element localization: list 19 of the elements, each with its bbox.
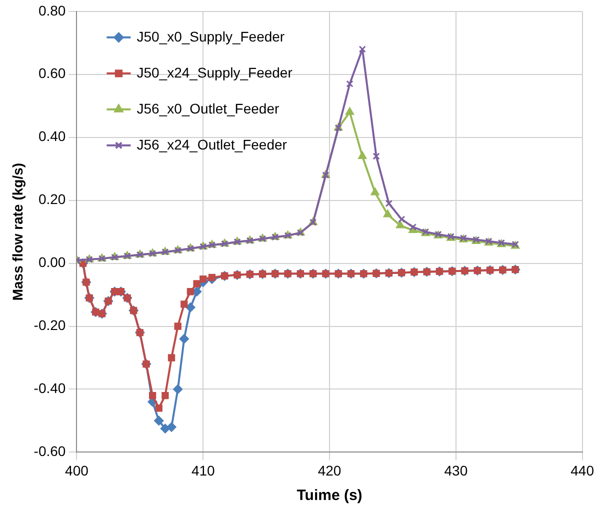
legend-label: J50_x24_Supply_Feeder xyxy=(136,64,293,80)
y-tick-label: 0.80 xyxy=(38,2,66,18)
y-tick-label: 0.60 xyxy=(38,65,66,82)
y-tick-label: -0.40 xyxy=(34,380,66,396)
y-tick-label: 0.20 xyxy=(38,191,66,208)
x-tick-label: 430 xyxy=(444,462,468,478)
y-axis-title: Mass flow rate (kg/s) xyxy=(9,162,26,301)
legend-label: J56_x24_Outlet_Feeder xyxy=(136,136,288,152)
legend-label: J50_x0_Supply_Feeder xyxy=(136,28,285,44)
y-tick-label: 0.00 xyxy=(38,254,66,270)
y-tick-label: -0.60 xyxy=(34,443,66,460)
legend-label: J56_x0_Outlet_Feeder xyxy=(136,100,280,116)
y-tick-label: -0.20 xyxy=(34,317,66,334)
x-tick-label: 400 xyxy=(65,462,89,478)
x-axis-title: Tuime (s) xyxy=(296,487,362,504)
x-tick-label: 410 xyxy=(191,462,216,478)
y-tick-label: 0.40 xyxy=(38,128,66,144)
x-tick-label: 420 xyxy=(318,462,342,478)
x-tick-label: 440 xyxy=(570,462,594,478)
